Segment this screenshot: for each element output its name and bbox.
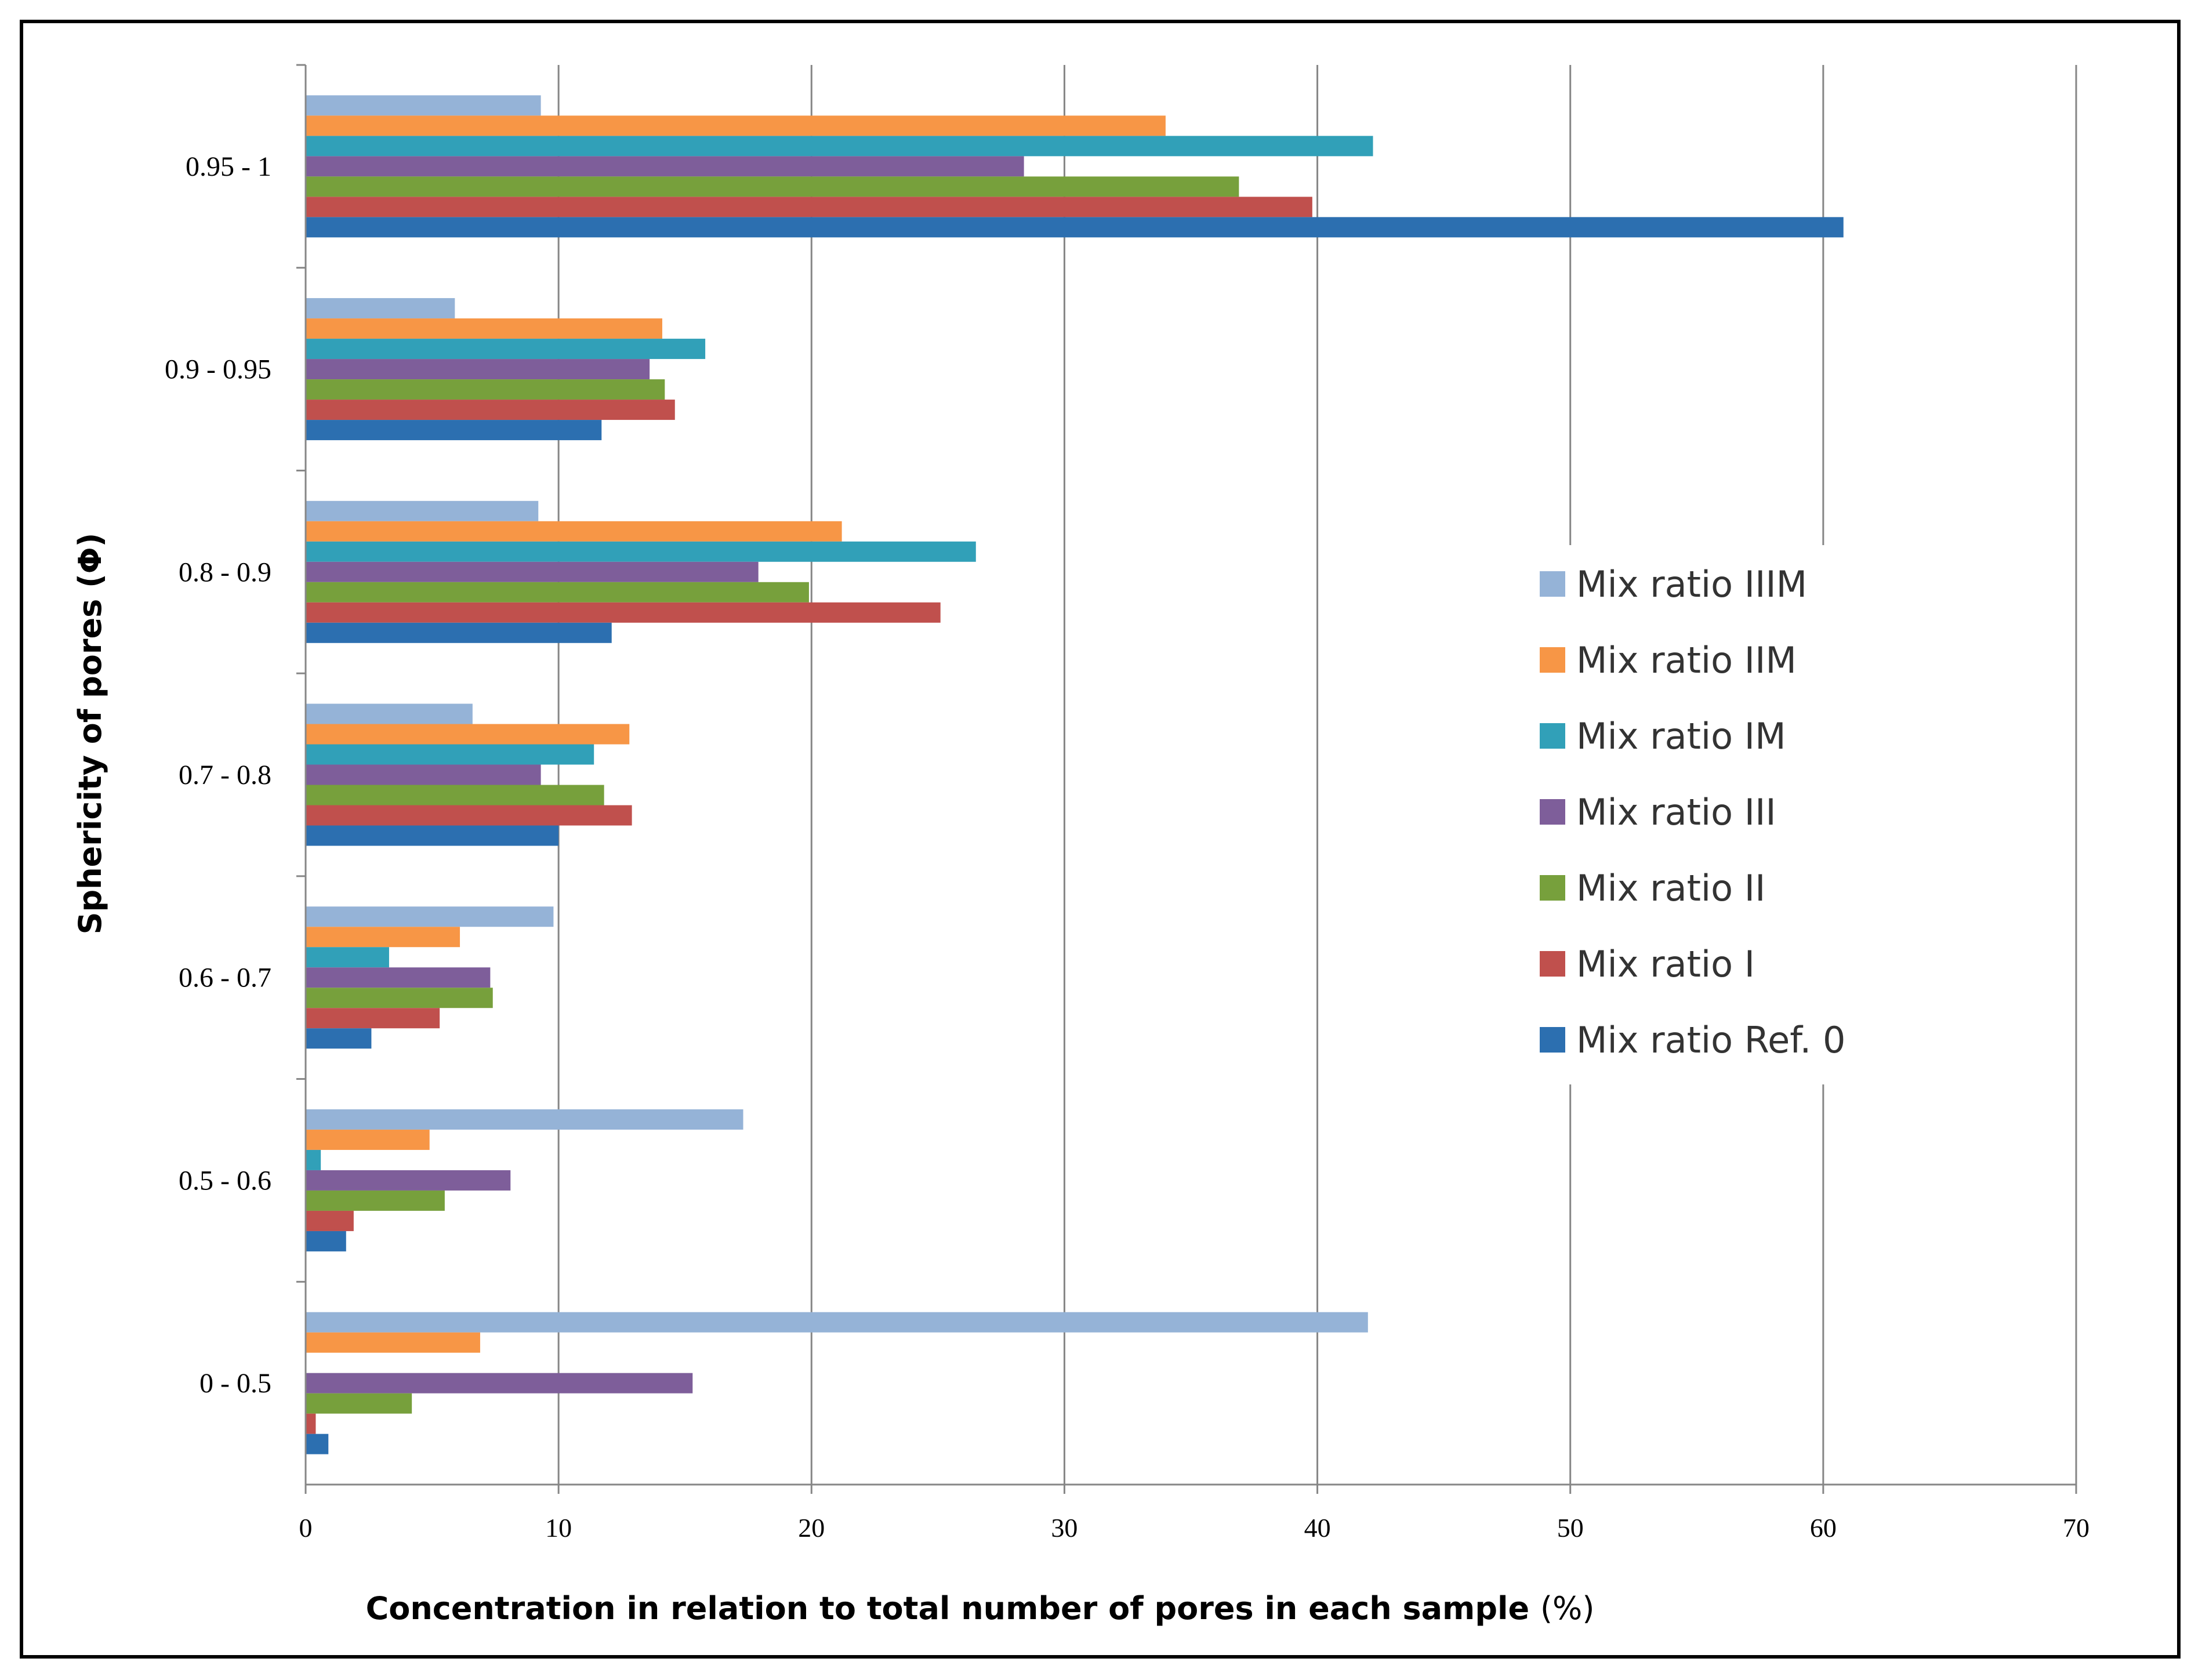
x-axis-title-text: Concentration in relation to total numbe… [366,1590,1530,1627]
y-category-label: 0.6 - 0.7 [179,963,271,993]
x-tick-label: 20 [798,1513,825,1543]
bar [306,1312,1368,1333]
bar [306,764,541,785]
bar [306,561,759,582]
legend-label: Mix ratio IM [1576,715,1786,757]
bar [306,1129,430,1150]
bar [306,156,1024,177]
bar [306,521,842,542]
bar [306,1008,440,1029]
bar [306,947,389,968]
legend-label: Mix ratio III [1576,791,1776,833]
bar [306,95,541,116]
legend-label: Mix ratio IIM [1576,639,1797,681]
bar [306,622,612,643]
legend-swatch [1540,875,1565,901]
bar [306,339,706,360]
y-category-label: 0 - 0.5 [199,1368,271,1399]
legend-background [1519,545,1879,1084]
legend-label: Mix ratio IIIM [1576,563,1807,605]
x-tick-label: 70 [2063,1513,2089,1543]
bar [306,1434,329,1454]
bar [306,988,493,1008]
legend-label: Mix ratio Ref. 0 [1576,1019,1845,1061]
x-tick-label: 50 [1557,1513,1584,1543]
bar [306,967,491,988]
bar [306,1231,346,1251]
bar [306,1393,412,1414]
bar [306,197,1312,217]
y-category-label: 0.9 - 0.95 [165,354,271,385]
bar [306,602,941,623]
bar [306,744,594,765]
tick-labels: 0 10 20 30 40 50 60 70 [299,1485,2089,1543]
bar [306,1210,354,1231]
bar [306,825,559,846]
bar [306,805,632,826]
legend-swatch [1540,647,1565,673]
bar [306,1028,372,1049]
bar [306,298,455,319]
legend-label: Mix ratio I [1576,943,1755,985]
x-axis-title: Concentration in relation to total numbe… [366,1590,1595,1627]
bar [306,318,662,339]
bar [306,500,539,521]
legend-swatch [1540,571,1565,597]
legend-swatch [1540,951,1565,977]
bar [306,1190,445,1211]
bar [306,420,602,441]
legend-swatch [1540,799,1565,825]
bar [306,1109,743,1130]
bar [306,1413,316,1434]
bar [306,1332,480,1353]
bar [306,217,1844,238]
legend: Mix ratio IIIM Mix ratio IIM Mix ratio IM M… [1519,545,1879,1084]
bar [306,136,1373,157]
legend-swatch [1540,1027,1565,1053]
category-labels: 0.95 - 1 0.9 - 0.95 0.8 - 0.9 0.7 - 0.8 0.6 … [165,64,306,1399]
x-tick-label: 0 [299,1513,313,1543]
x-tick-label: 60 [1810,1513,1837,1543]
y-category-label: 0.8 - 0.9 [179,557,271,587]
axes [304,65,2076,1486]
y-category-label: 0.5 - 0.6 [179,1165,271,1196]
legend-label: Mix ratio II [1576,867,1765,909]
bar [306,703,473,724]
bar [306,176,1239,197]
y-category-label: 0.95 - 1 [186,151,271,182]
bar [306,724,630,745]
bar [306,115,1166,136]
y-category-label: 0.7 - 0.8 [179,760,271,790]
bar [306,1373,693,1394]
y-axis-title: Sphericity of pores (Φ) [72,533,108,935]
bar [306,785,604,805]
x-axis-title-unit: (%) [1540,1590,1594,1627]
bar [306,1149,321,1170]
bar [306,359,650,380]
bar [306,582,809,603]
bar [306,1170,511,1191]
bar [306,379,665,400]
bar [306,541,976,562]
bars [306,95,1844,1454]
x-tick-label: 30 [1051,1513,1078,1543]
bar [306,400,675,420]
x-tick-label: 40 [1304,1513,1331,1543]
legend-swatch [1540,723,1565,749]
bar [306,927,460,948]
bar [306,906,554,927]
x-tick-label: 10 [545,1513,572,1543]
